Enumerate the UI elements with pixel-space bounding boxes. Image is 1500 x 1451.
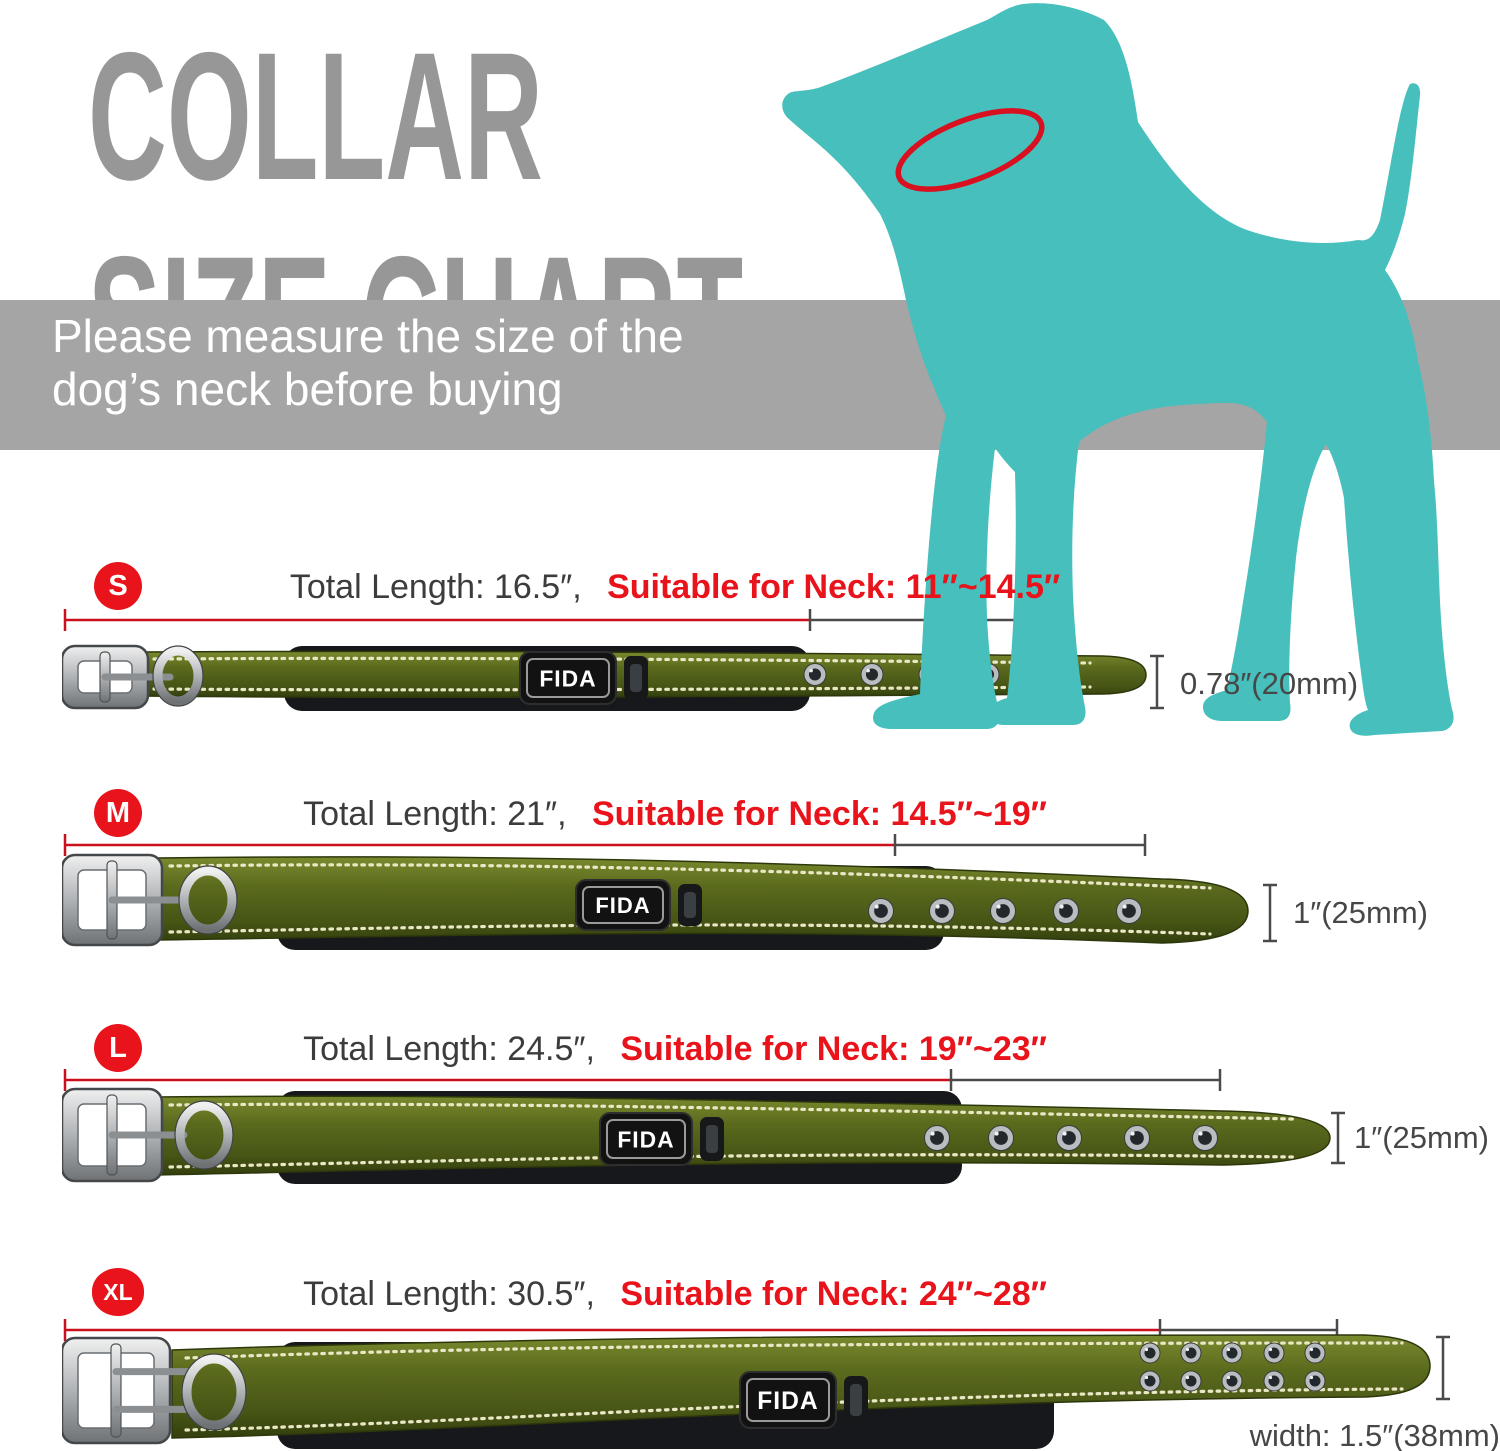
width-label-s: 0.78″(20mm) [1180, 666, 1359, 701]
measure-line-m [63, 834, 1147, 856]
eyelet-holes [1139, 1342, 1326, 1392]
size-badge-l: L [94, 1024, 142, 1072]
collar-image-xl: FIDA [62, 1334, 1431, 1449]
size-letter: L [109, 1031, 127, 1064]
brand-tag: FIDA [599, 1112, 724, 1166]
brand-tag: FIDA [519, 651, 648, 705]
instruction-line-1: Please measure the size of the [52, 310, 684, 362]
eyelet-holes [868, 898, 1142, 924]
eyelet-holes [924, 1125, 1218, 1151]
collar-buckle [62, 1087, 188, 1183]
reflective-stitch-top [168, 1102, 1296, 1121]
size-heading-l: Total Length: 24.5″, Suitable for Neck: … [265, 1026, 1085, 1072]
width-label-xl: width: 1.5″(38mm) [1249, 1418, 1500, 1451]
neck-range-text: Suitable for Neck: 24″~28″ [620, 1275, 1047, 1313]
dog-silhouette-icon [782, 3, 1454, 736]
width-caliper-l [1331, 1111, 1345, 1165]
reflective-stitch-bottom [168, 923, 1212, 936]
total-length-text: Total Length: 30.5″, [303, 1275, 595, 1313]
collar-image-m: FIDA [62, 853, 1249, 950]
size-badge-s: S [94, 562, 142, 610]
collar-strap [156, 856, 1249, 944]
collar-d-ring [179, 866, 237, 934]
collar-d-ring [175, 1101, 233, 1169]
size-letter: M [105, 796, 131, 829]
collar-buckle [62, 644, 174, 710]
total-length-text: Total Length: 24.5″, [303, 1030, 595, 1068]
brand-tag-text: FIDA [595, 893, 650, 918]
title-line-1: COLLAR [88, 14, 543, 218]
dog-body [782, 3, 1454, 736]
collar-image-l: FIDA [62, 1087, 1331, 1184]
reflective-stitch-bottom [184, 1387, 1404, 1432]
size-badge-xl: XL [92, 1268, 144, 1316]
width-caliper-m [1263, 883, 1277, 943]
instruction-text: Please measure the size of the dog’s nec… [52, 310, 684, 416]
collar-buckle [62, 1336, 196, 1445]
collar-d-ring [153, 646, 203, 706]
total-length-text: Total Length: 16.5″, [289, 568, 582, 606]
instruction-line-2: dog’s neck before buying [52, 363, 563, 415]
brand-tag-text: FIDA [617, 1126, 674, 1152]
neck-range-text: Suitable for Neck: 11″~14.5″ [607, 568, 1061, 606]
size-letter: S [108, 569, 128, 602]
brand-tag-text: FIDA [757, 1388, 818, 1415]
neck-range-text: Suitable for Neck: 14.5″~19″ [591, 795, 1047, 833]
width-caliper-s [1150, 654, 1164, 710]
brand-tag-text: FIDA [539, 665, 596, 691]
collar-ring-mark [895, 108, 1045, 192]
collar-d-ring [182, 1354, 246, 1430]
size-heading-xl: Total Length: 30.5″, Suitable for Neck: … [265, 1271, 1085, 1317]
width-caliper-xl [1436, 1335, 1450, 1401]
width-label-m: 1″(25mm) [1293, 895, 1428, 930]
size-badge-m: M [94, 789, 142, 837]
measure-line-l [63, 1069, 1222, 1091]
size-heading-m: Total Length: 21″, Suitable for Neck: 14… [265, 791, 1085, 837]
measure-line-xl [63, 1319, 1339, 1341]
size-letter: XL [103, 1278, 133, 1305]
total-length-text: Total Length: 21″, [303, 795, 567, 833]
reflective-stitch-top [184, 1341, 1404, 1360]
width-label-l: 1″(25mm) [1354, 1120, 1489, 1155]
brand-tag: FIDA [739, 1371, 868, 1429]
reflective-stitch-top [168, 863, 1212, 890]
brand-tag: FIDA [575, 879, 702, 931]
collar-buckle [62, 853, 188, 947]
size-heading-s: Total Length: 16.5″, Suitable for Neck: … [265, 564, 1085, 610]
neck-range-text: Suitable for Neck: 19″~23″ [620, 1030, 1047, 1068]
